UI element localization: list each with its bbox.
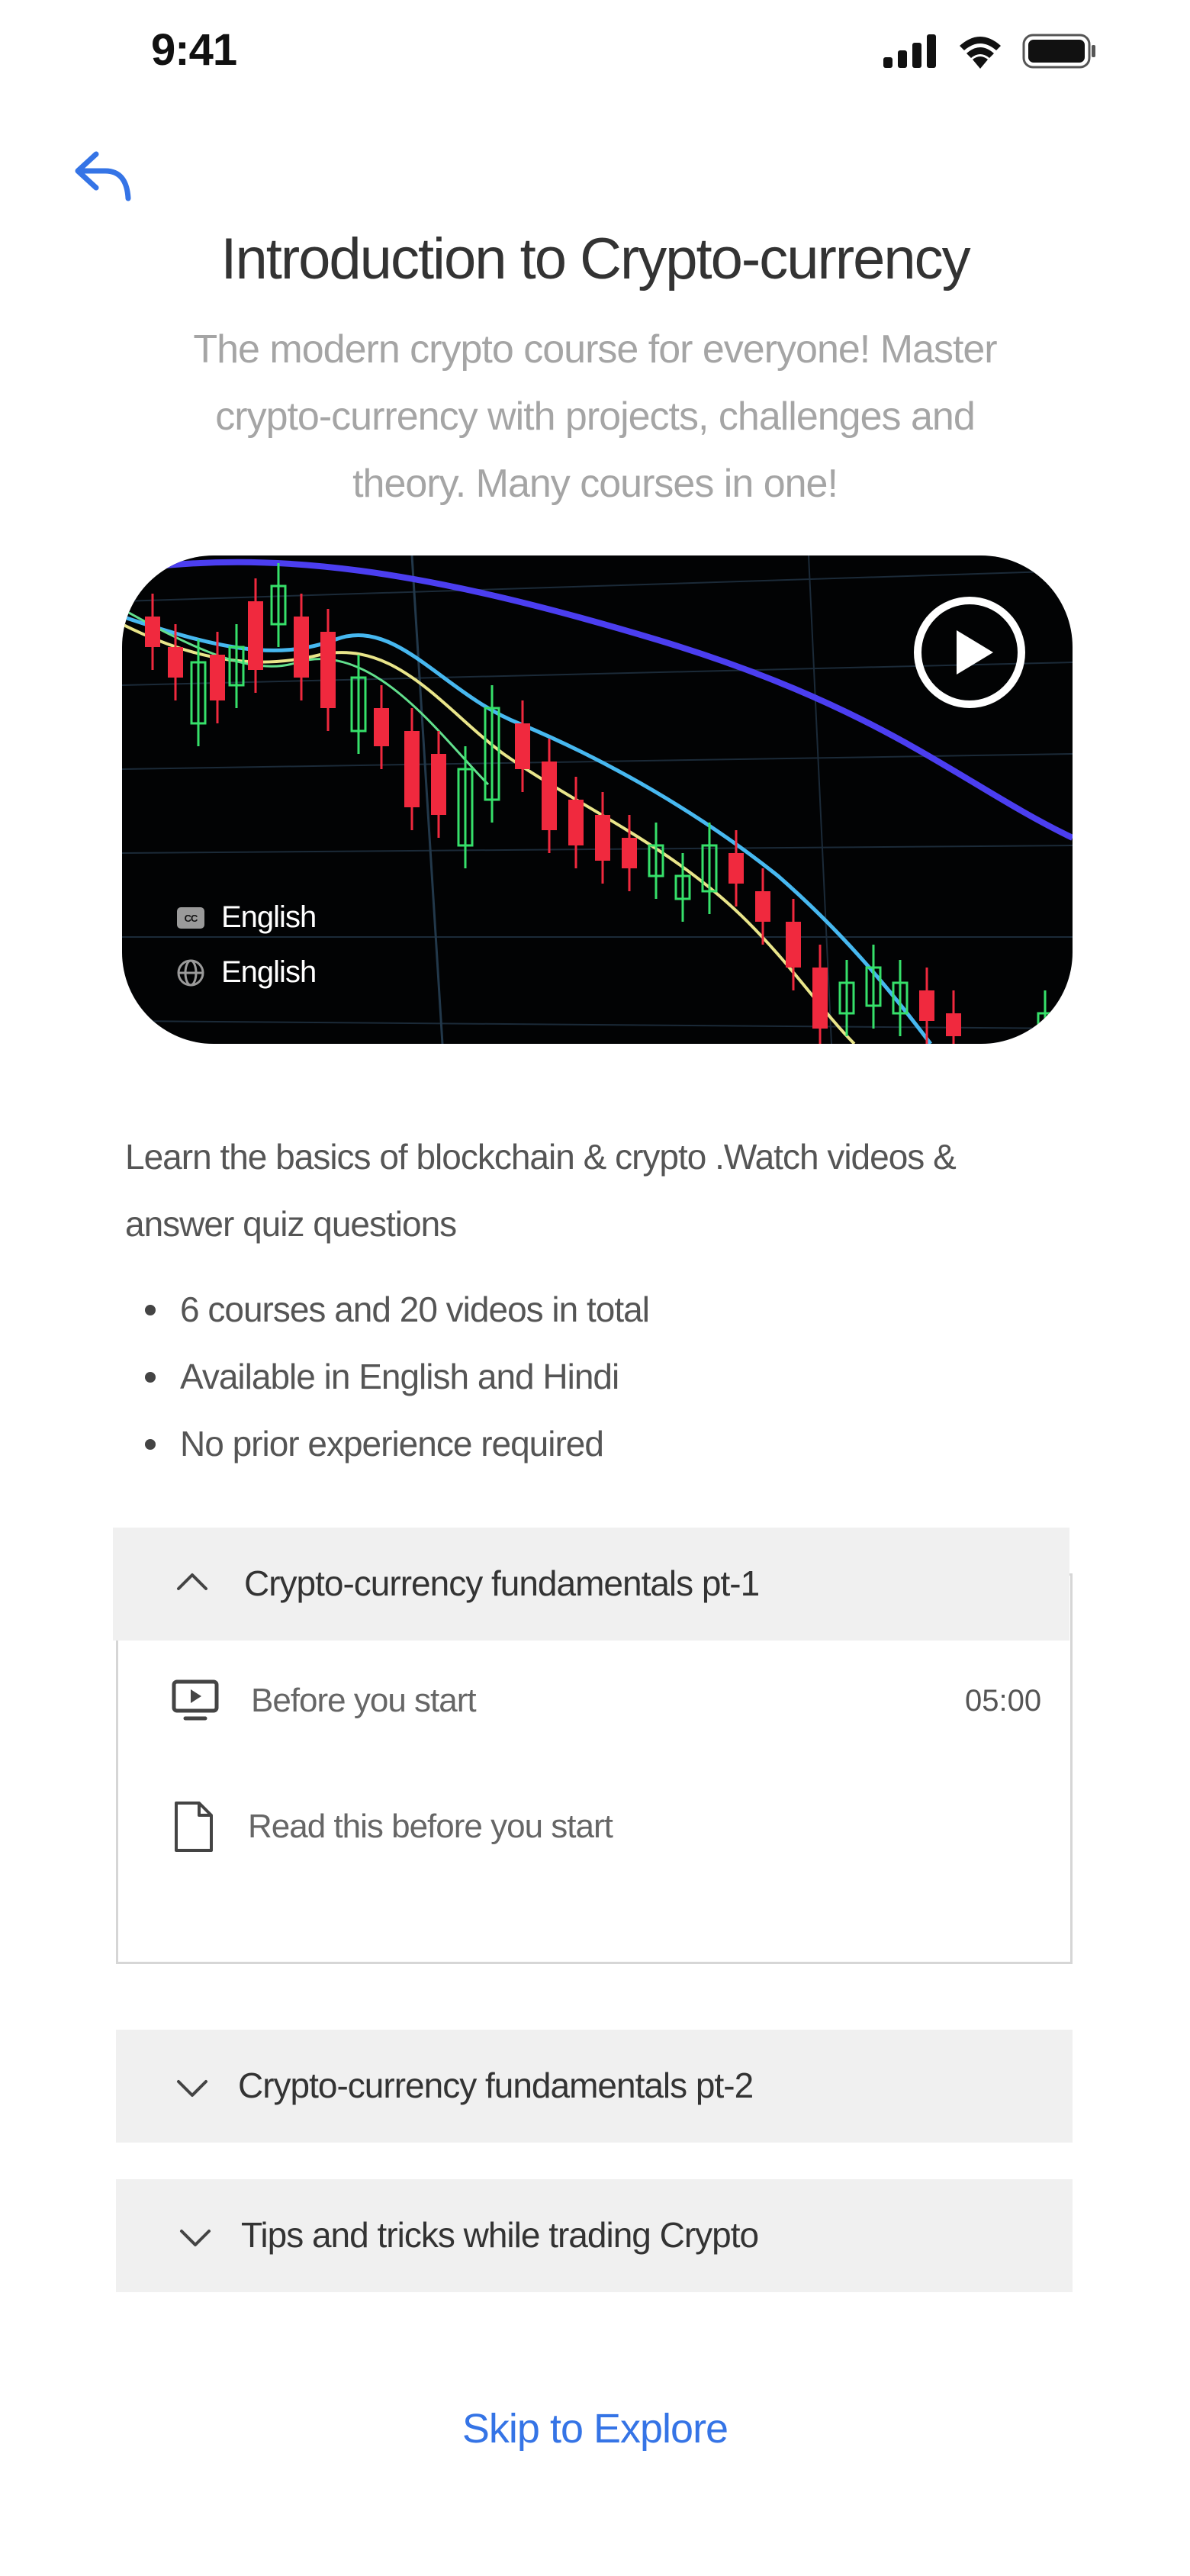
video-lesson-icon xyxy=(172,1679,219,1721)
status-bar: 9:41 xyxy=(0,0,1190,107)
feature-item: Available in English and Hindi xyxy=(145,1343,649,1410)
play-icon xyxy=(914,597,1025,708)
lesson-row[interactable]: Read this before you start xyxy=(173,1800,1050,1853)
feature-item: 6 courses and 20 videos in total xyxy=(145,1276,650,1343)
cellular-signal-icon xyxy=(883,34,936,68)
video-thumbnail[interactable] xyxy=(122,555,1073,1044)
section-title: Crypto-currency fundamentals pt-1 xyxy=(244,1563,760,1603)
course-subtitle: The modern crypto course for everyone! M… xyxy=(193,327,997,506)
closed-captions-icon: CC xyxy=(177,906,204,929)
course-description: Learn the basics of blockchain & crypto … xyxy=(125,1137,957,1244)
section-header-2[interactable]: Crypto-currency fundamentals pt-2 xyxy=(116,2030,1073,2143)
battery-icon xyxy=(1022,34,1095,69)
section-title: Crypto-currency fundamentals pt-2 xyxy=(238,2066,754,2105)
undo-arrow-icon xyxy=(75,151,131,201)
feature-list: 6 courses and 20 videos in total Availab… xyxy=(145,1276,650,1477)
skip-to-explore-link[interactable]: Skip to Explore xyxy=(462,2406,728,2452)
lesson-label: Before you start xyxy=(251,1682,477,1719)
globe-icon xyxy=(177,959,204,986)
lesson-label: Read this before you start xyxy=(248,1808,613,1845)
feature-item: No prior experience required xyxy=(145,1410,649,1477)
chevron-up-icon xyxy=(177,1573,207,1590)
status-time: 9:41 xyxy=(151,25,237,75)
svg-text:CC: CC xyxy=(185,913,198,924)
section-header-1[interactable]: Crypto-currency fundamentals pt-1 xyxy=(113,1528,1069,1641)
document-icon xyxy=(175,1802,213,1852)
chevron-down-icon xyxy=(177,2080,207,2097)
status-icons xyxy=(883,34,1097,69)
page-title: Introduction to Crypto-currency xyxy=(220,227,970,291)
lesson-row[interactable]: Before you start 05:00 xyxy=(172,1679,1049,1722)
wifi-icon xyxy=(960,37,1001,69)
back-button[interactable] xyxy=(70,143,139,212)
chevron-down-icon xyxy=(180,2230,211,2246)
candlestick-chart-image xyxy=(122,555,1073,1044)
subtitle-language: CC English xyxy=(175,900,317,935)
subtitle-language-label: English xyxy=(221,900,317,934)
section-header-3[interactable]: Tips and tricks while trading Crypto xyxy=(116,2179,1073,2292)
audio-language-label: English xyxy=(221,955,317,989)
audio-language: English xyxy=(175,955,317,990)
lesson-duration: 05:00 xyxy=(965,1684,1042,1718)
play-button[interactable] xyxy=(912,595,1027,710)
section-title: Tips and tricks while trading Crypto xyxy=(241,2215,759,2255)
